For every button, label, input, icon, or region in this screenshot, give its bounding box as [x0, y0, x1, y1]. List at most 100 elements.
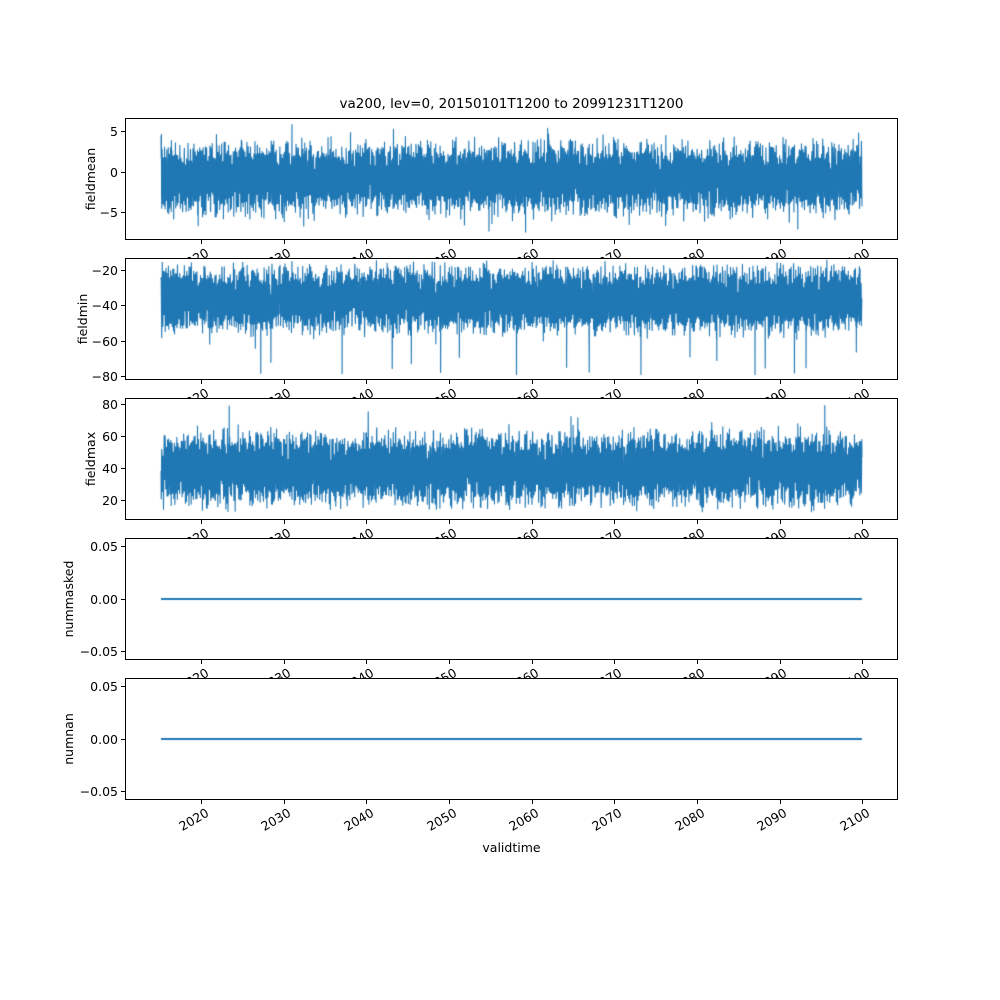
y-tick-label: 0.05	[90, 678, 118, 694]
x-tick-mark	[366, 800, 368, 804]
x-tick-mark	[614, 520, 616, 524]
y-tick-label: 60	[102, 428, 118, 444]
y-tick-mark	[121, 130, 125, 132]
y-tick-label: −0.05	[79, 784, 118, 800]
subplot-numnan	[125, 678, 898, 800]
subplot-nummasked	[125, 538, 898, 660]
y-tick-label: 5	[110, 123, 118, 139]
y-tick-mark	[121, 340, 125, 342]
x-tick-mark	[448, 520, 450, 524]
y-tick-mark	[121, 651, 125, 653]
y-tick-mark	[121, 212, 125, 214]
y-tick-mark	[121, 598, 125, 600]
y-tick-label: 0	[110, 164, 118, 180]
y-tick-label: −20	[91, 262, 118, 278]
x-tick-mark	[614, 240, 616, 244]
subplot-fieldmax	[125, 398, 898, 520]
x-tick-mark	[283, 240, 285, 244]
signal-canvas-numnan	[126, 679, 897, 799]
x-tick-mark	[448, 240, 450, 244]
x-tick-mark	[531, 240, 533, 244]
signal-canvas-fieldmean	[126, 119, 897, 239]
x-tick-mark	[614, 380, 616, 384]
signal-canvas-fieldmin	[126, 259, 897, 379]
y-tick-label: 0.00	[90, 731, 118, 747]
x-tick-mark	[697, 380, 699, 384]
x-tick-mark	[862, 800, 864, 804]
x-tick-mark	[448, 800, 450, 804]
y-tick-mark	[121, 305, 125, 307]
y-tick-label: −5	[99, 205, 118, 221]
x-tick-mark	[366, 240, 368, 244]
y-tick-mark	[121, 685, 125, 687]
x-tick-label: 2040	[341, 805, 377, 834]
x-tick-mark	[531, 520, 533, 524]
y-tick-mark	[121, 499, 125, 501]
x-tick-mark	[862, 660, 864, 664]
y-tick-label: −40	[91, 298, 118, 314]
y-tick-mark	[121, 171, 125, 173]
x-axis-label: validtime	[482, 840, 541, 855]
x-tick-mark	[283, 520, 285, 524]
subplot-fieldmin	[125, 258, 898, 380]
x-tick-mark	[862, 520, 864, 524]
y-tick-mark	[121, 269, 125, 271]
y-tick-label: −0.05	[79, 644, 118, 660]
plot-title: va200, lev=0, 20150101T1200 to 20991231T…	[339, 96, 684, 112]
x-tick-mark	[779, 380, 781, 384]
x-tick-mark	[614, 660, 616, 664]
x-tick-label: 2100	[837, 805, 873, 834]
y-tick-mark	[121, 738, 125, 740]
y-tick-label: 20	[102, 492, 118, 508]
x-tick-mark	[697, 240, 699, 244]
x-tick-mark	[531, 800, 533, 804]
y-tick-mark	[121, 467, 125, 469]
x-tick-mark	[697, 660, 699, 664]
x-tick-mark	[200, 800, 202, 804]
y-tick-mark	[121, 403, 125, 405]
x-tick-label: 2080	[671, 805, 708, 834]
x-tick-mark	[283, 380, 285, 384]
x-tick-mark	[862, 240, 864, 244]
x-tick-label: 2070	[589, 805, 625, 834]
x-tick-label: 2030	[258, 805, 294, 834]
x-tick-mark	[531, 380, 533, 384]
x-tick-mark	[779, 520, 781, 524]
x-tick-mark	[200, 520, 202, 524]
x-tick-mark	[697, 520, 699, 524]
x-tick-mark	[697, 800, 699, 804]
x-tick-mark	[614, 800, 616, 804]
y-tick-mark	[121, 791, 125, 793]
x-tick-mark	[200, 380, 202, 384]
y-tick-label: 0.05	[90, 538, 118, 554]
x-tick-mark	[862, 380, 864, 384]
x-tick-mark	[283, 800, 285, 804]
x-tick-mark	[366, 380, 368, 384]
y-tick-label: 80	[102, 396, 118, 412]
x-tick-mark	[283, 660, 285, 664]
x-tick-mark	[366, 520, 368, 524]
x-tick-mark	[779, 240, 781, 244]
x-tick-mark	[448, 660, 450, 664]
x-tick-mark	[779, 800, 781, 804]
x-tick-mark	[779, 660, 781, 664]
y-tick-label: −60	[91, 333, 118, 349]
x-tick-mark	[531, 660, 533, 664]
x-tick-label: 2090	[754, 805, 790, 834]
x-tick-mark	[200, 660, 202, 664]
x-tick-mark	[200, 240, 202, 244]
x-tick-mark	[448, 380, 450, 384]
x-tick-mark	[366, 660, 368, 664]
subplot-fieldmean	[125, 118, 898, 240]
y-tick-mark	[121, 545, 125, 547]
signal-canvas-fieldmax	[126, 399, 897, 519]
x-tick-label: 2060	[506, 805, 542, 834]
y-tick-label: 40	[102, 460, 118, 476]
y-tick-mark	[121, 375, 125, 377]
y-tick-label: 0.00	[90, 591, 118, 607]
x-tick-label: 2020	[175, 805, 211, 834]
y-tick-label: −80	[91, 368, 118, 384]
x-tick-label: 2050	[423, 805, 459, 834]
signal-canvas-nummasked	[126, 539, 897, 659]
